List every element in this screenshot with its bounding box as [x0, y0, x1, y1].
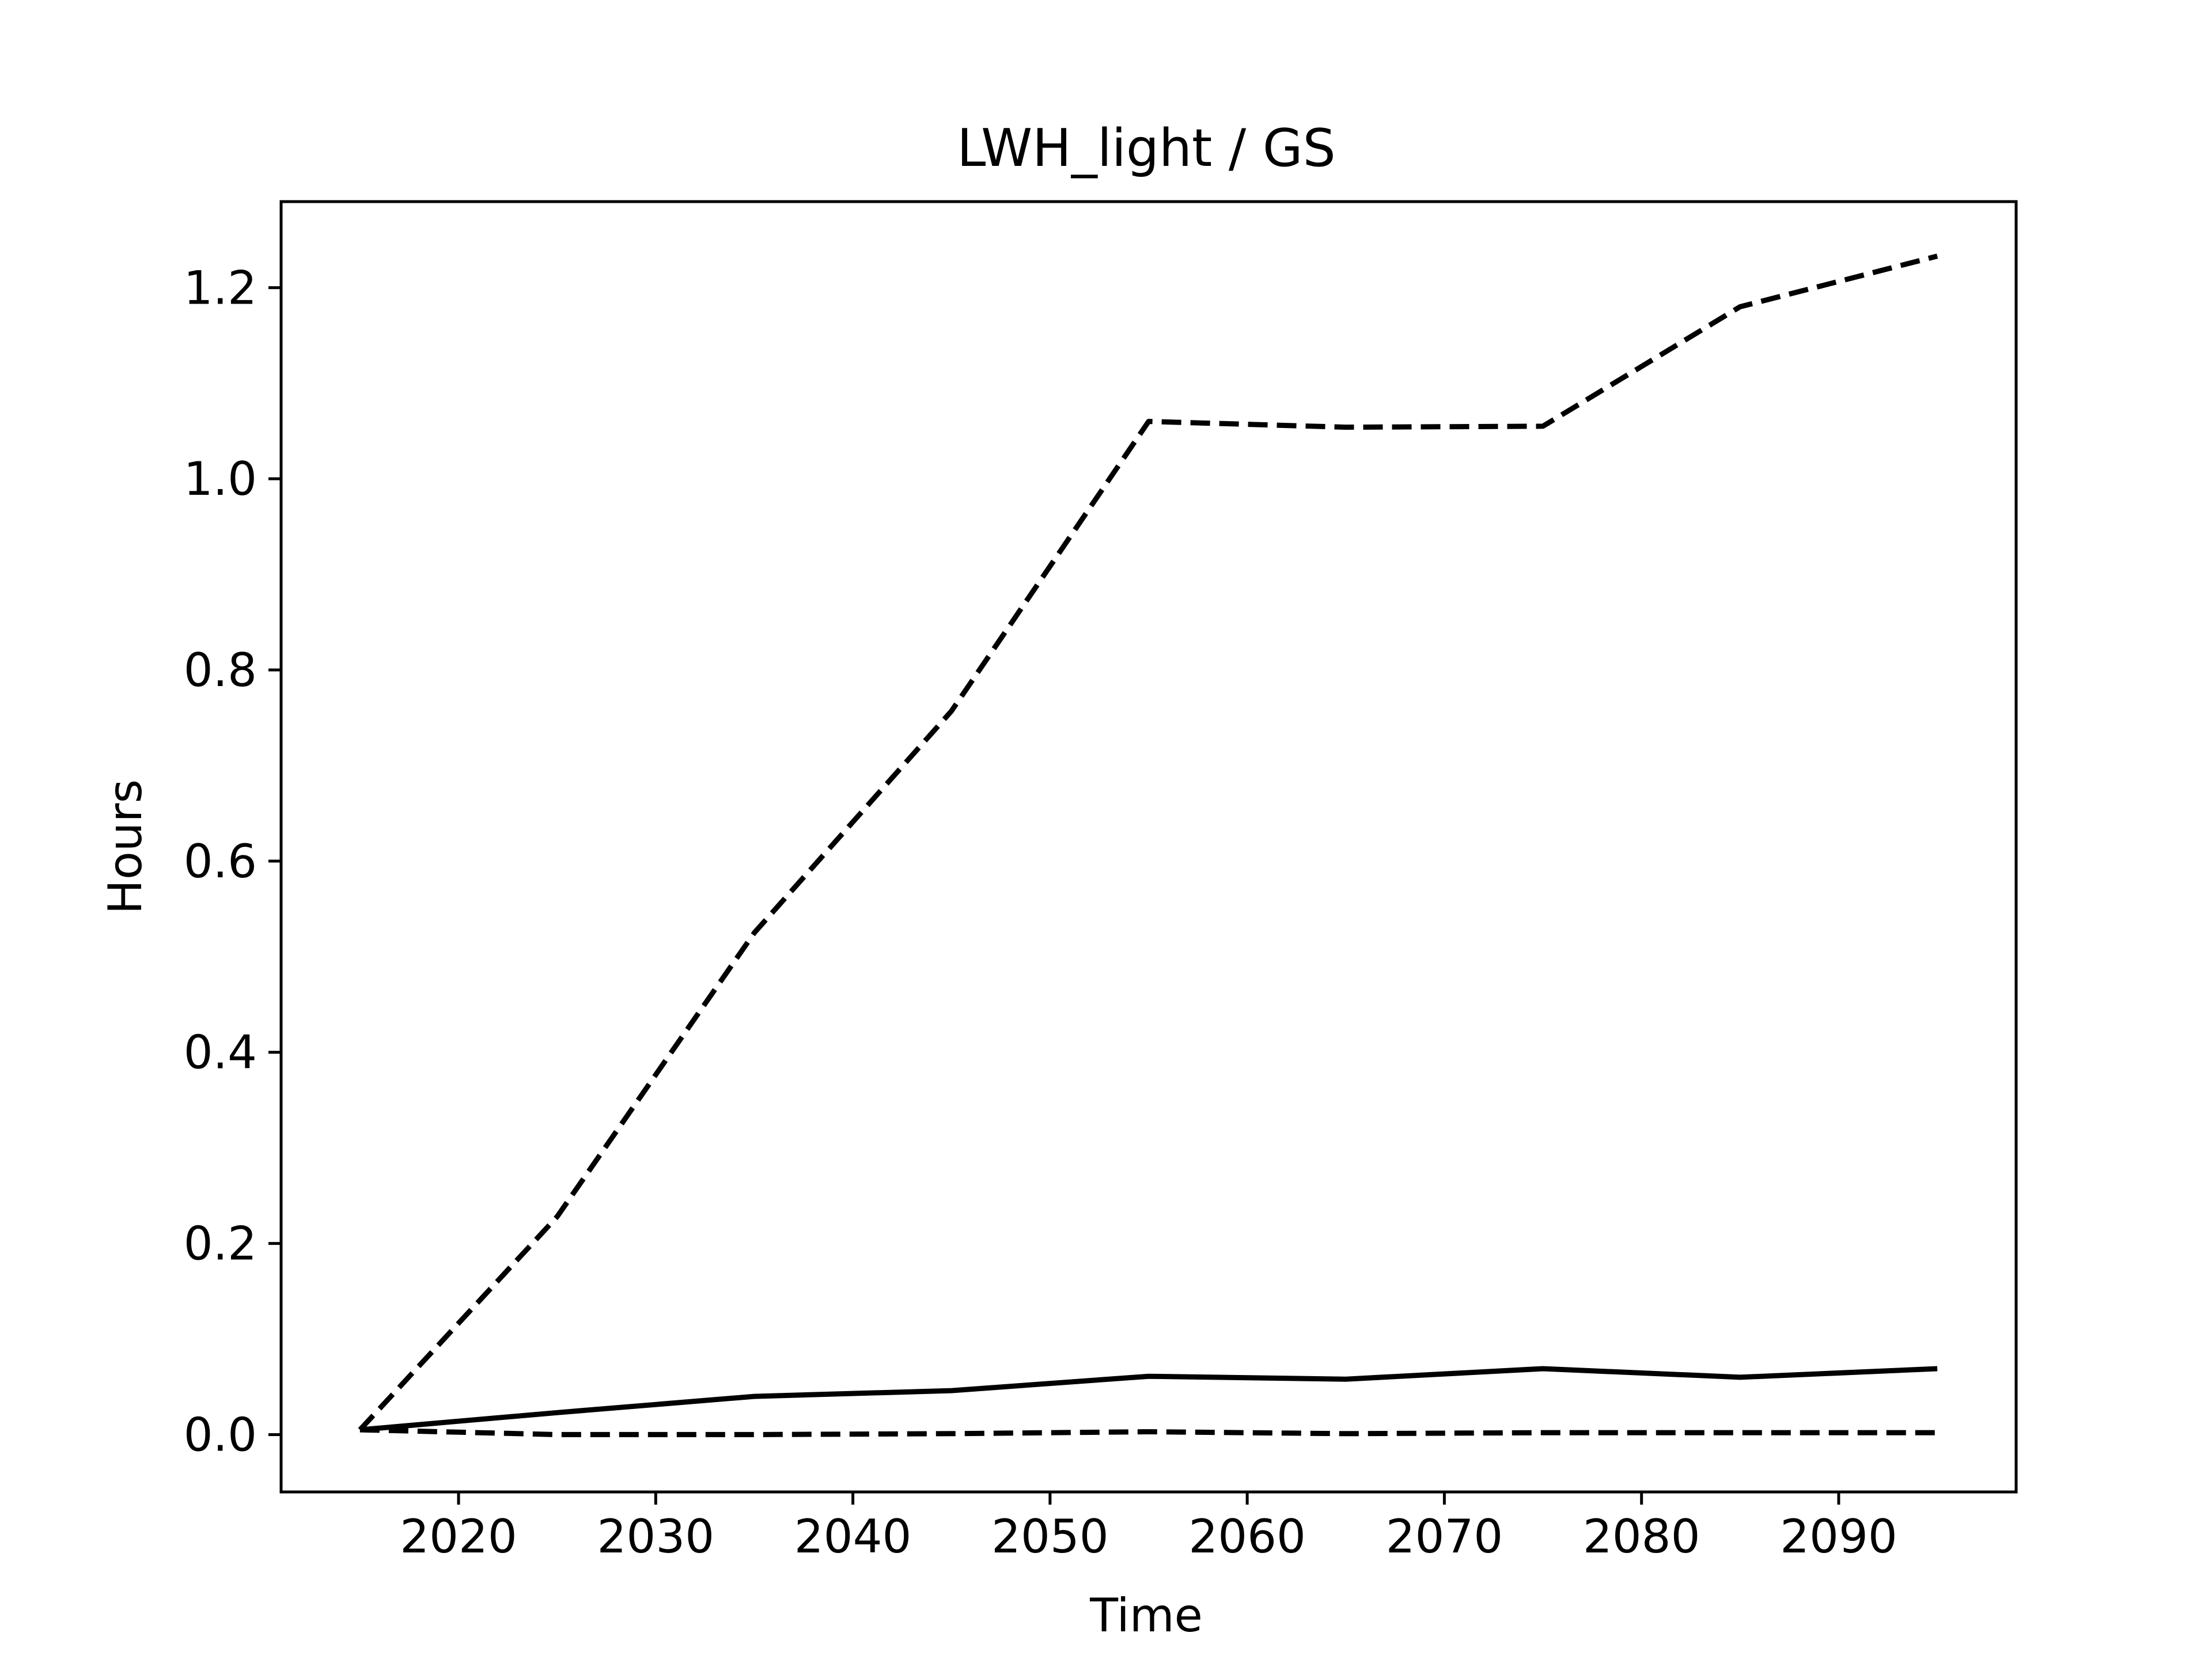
y-tick-label: 1.2	[184, 261, 257, 315]
x-axis-label: Time	[1089, 1589, 1203, 1642]
x-tick-label: 2020	[400, 1510, 517, 1563]
y-tick-label: 0.0	[184, 1408, 257, 1461]
plot-frame	[279, 200, 2018, 1494]
series-layer	[358, 253, 1938, 1437]
chart-title: LWH_light / GS	[957, 118, 1335, 179]
y-axis-ticks: 0.0 0.2 0.4 0.6 0.8 1.0 1.2	[184, 261, 281, 1461]
x-tick-label: 2070	[1386, 1510, 1503, 1563]
x-tick-label: 2050	[991, 1510, 1109, 1563]
x-tick-label: 2090	[1780, 1510, 1897, 1563]
series-line-1	[359, 1366, 1938, 1433]
y-tick-label: 0.8	[184, 643, 257, 697]
y-axis-label: Hours	[99, 779, 152, 914]
y-tick-label: 0.2	[184, 1217, 257, 1271]
x-tick-label: 2030	[597, 1510, 715, 1563]
x-tick-label: 2040	[794, 1510, 912, 1563]
y-tick-label: 0.6	[184, 835, 257, 888]
x-tick-label: 2060	[1188, 1510, 1306, 1563]
x-axis-ticks: 2020 2030 2040 2050 2060 2070 2080 2090	[400, 1492, 1897, 1563]
y-tick-label: 1.0	[184, 452, 257, 506]
x-tick-label: 2080	[1583, 1510, 1700, 1563]
series-line-3	[359, 1427, 1938, 1437]
series-line-2	[358, 253, 1938, 1432]
y-tick-label: 0.4	[184, 1026, 257, 1080]
